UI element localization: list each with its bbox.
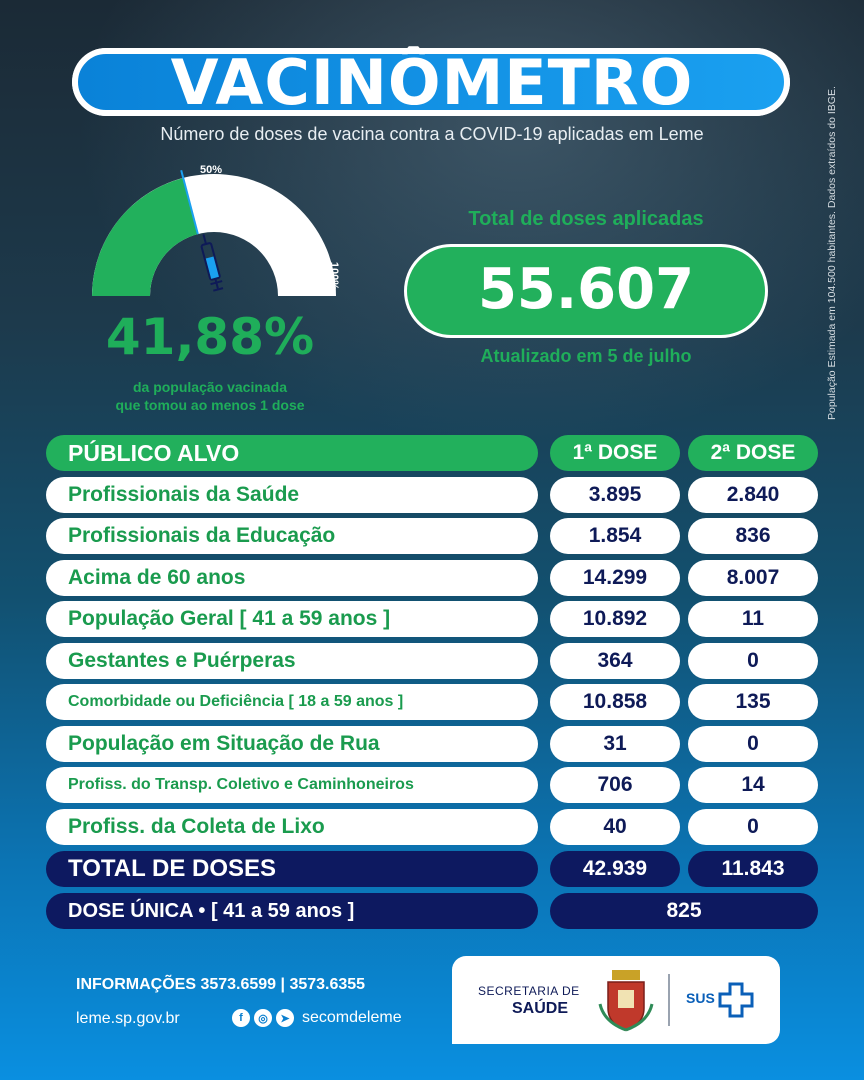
total-doses-value: 55.607 <box>477 257 695 322</box>
row-name: Profissionais da Saúde <box>46 477 538 513</box>
total-row-dose2: 11.843 <box>688 851 818 887</box>
vaccination-gauge: 50% 100% <box>84 160 344 310</box>
table-row: Gestantes e Puérperas 364 0 <box>46 643 818 679</box>
row-dose1: 10.858 <box>550 684 680 720</box>
row-dose2: 0 <box>688 643 818 679</box>
row-dose2: 8.007 <box>688 560 818 596</box>
gauge-chart <box>91 169 336 296</box>
vaccinated-percent: 41,88% <box>105 308 315 366</box>
row-dose1: 1.854 <box>550 518 680 554</box>
title-banner <box>72 48 790 116</box>
total-row-name: TOTAL DE DOSES <box>46 851 538 887</box>
info-phones: INFORMAÇÕES 3573.6599 | 3573.6355 <box>76 976 366 993</box>
percent-caption-line2: que tomou ao menos 1 dose <box>115 397 305 413</box>
total-doses-label: Total de doses aplicadas <box>468 208 704 230</box>
row-name: Acima de 60 anos <box>46 560 538 596</box>
row-dose2: 2.840 <box>688 477 818 513</box>
table-row: Profissionais da Saúde 3.895 2.840 <box>46 477 818 513</box>
secretaria-label: SECRETARIA DE <box>478 984 580 998</box>
percent-caption: da população vacinada que tomou ao menos… <box>60 378 360 414</box>
row-dose2: 836 <box>688 518 818 554</box>
syringe-icon <box>200 234 224 292</box>
row-name: Gestantes e Puérperas <box>46 643 538 679</box>
title-banner-fill <box>72 48 790 116</box>
row-dose2: 0 <box>688 726 818 762</box>
table-header-row: PÚBLICO ALVO 1ª DOSE 2ª DOSE <box>46 435 818 471</box>
row-dose1: 14.299 <box>550 560 680 596</box>
updated-date: Atualizado em 5 de julho <box>480 346 692 366</box>
instagram-icon[interactable]: ◎ <box>254 1009 272 1027</box>
gauge-label-100: 100% <box>328 261 341 291</box>
row-name: Profissionais da Educação <box>46 518 538 554</box>
table-row: Profiss. do Transp. Coletivo e Caminhone… <box>46 767 818 803</box>
single-dose-value: 825 <box>550 893 818 929</box>
sus-label: SUS <box>686 990 715 1006</box>
logo-divider <box>668 974 670 1026</box>
row-dose1: 31 <box>550 726 680 762</box>
row-dose1: 40 <box>550 809 680 845</box>
table-row: Profissionais da Educação 1.854 836 <box>46 518 818 554</box>
row-dose2: 0 <box>688 809 818 845</box>
percent-caption-line1: da população vacinada <box>132 379 288 395</box>
row-dose2: 11 <box>688 601 818 637</box>
total-doses-row: TOTAL DE DOSES 42.939 11.843 <box>46 851 818 887</box>
population-note: População Estimada em 104.500 habitantes… <box>826 86 838 420</box>
header-dose1: 1ª DOSE <box>550 435 680 471</box>
sus-cross-icon <box>718 982 754 1018</box>
social-handle[interactable]: secomdeleme <box>302 1009 402 1026</box>
table-row: Acima de 60 anos 14.299 8.007 <box>46 560 818 596</box>
city-crest-icon <box>598 970 654 1032</box>
telegram-icon[interactable]: ➤ <box>276 1009 294 1027</box>
website-link[interactable]: leme.sp.gov.br <box>76 1010 180 1027</box>
facebook-icon[interactable]: f <box>232 1009 250 1027</box>
social-links: f ◎ ➤ secomdeleme <box>232 1009 402 1027</box>
page-subtitle: Número de doses de vacina contra a COVID… <box>160 124 704 144</box>
page-title: VACINÔMETRO <box>170 46 694 119</box>
row-name: Profiss. da Coleta de Lixo <box>46 809 538 845</box>
row-dose2: 135 <box>688 684 818 720</box>
total-doses-pill <box>404 244 768 338</box>
header-dose2: 2ª DOSE <box>688 435 818 471</box>
single-dose-row: DOSE ÚNICA • [ 41 a 59 anos ] 825 <box>46 893 818 929</box>
table-row: Comorbidade ou Deficiência [ 18 a 59 ano… <box>46 684 818 720</box>
row-dose2: 14 <box>688 767 818 803</box>
row-dose1: 706 <box>550 767 680 803</box>
gauge-label-50: 50% <box>200 164 223 176</box>
row-dose1: 3.895 <box>550 477 680 513</box>
row-name: População em Situação de Rua <box>46 726 538 762</box>
table-row: Profiss. da Coleta de Lixo 40 0 <box>46 809 818 845</box>
table-row: População Geral [ 41 a 59 anos ] 10.892 … <box>46 601 818 637</box>
row-name: População Geral [ 41 a 59 anos ] <box>46 601 538 637</box>
table-row: População em Situação de Rua 31 0 <box>46 726 818 762</box>
single-dose-name: DOSE ÚNICA • [ 41 a 59 anos ] <box>46 893 538 929</box>
row-dose1: 10.892 <box>550 601 680 637</box>
saude-label: SAÚDE <box>512 1000 569 1017</box>
row-name: Profiss. do Transp. Coletivo e Caminhone… <box>46 767 538 803</box>
gauge-needle <box>180 169 199 235</box>
header-public: PÚBLICO ALVO <box>46 435 538 471</box>
gauge-filled-arc <box>92 177 198 296</box>
row-name: Comorbidade ou Deficiência [ 18 a 59 ano… <box>46 684 538 720</box>
total-row-dose1: 42.939 <box>550 851 680 887</box>
row-dose1: 364 <box>550 643 680 679</box>
